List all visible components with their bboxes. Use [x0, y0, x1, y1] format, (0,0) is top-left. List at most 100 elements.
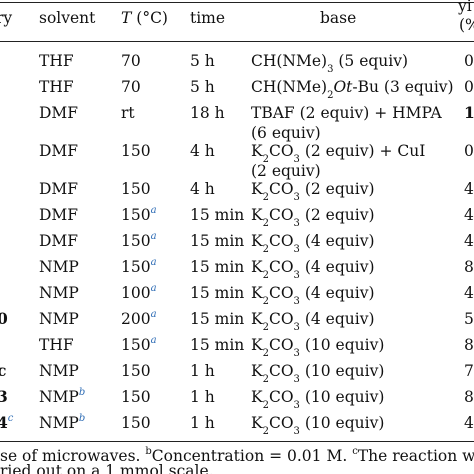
base-subscript: 2	[327, 90, 334, 102]
temperature-footnote-mark: a	[150, 230, 157, 242]
temperature-text: 100	[121, 284, 151, 302]
base-text-tail-2: (2 equiv)	[299, 180, 375, 198]
yield-cell: 5	[464, 310, 474, 328]
temperature-text: 150	[121, 388, 151, 406]
base-text: K	[251, 388, 263, 406]
base-subscript: 2	[262, 400, 269, 412]
temperature-cell: 150a	[121, 335, 157, 355]
base-subscript: 2	[262, 244, 269, 256]
time-cell: 1 h	[190, 388, 215, 406]
header-time: time	[190, 9, 226, 27]
table-row: DMF 150a 15 min K2CO3 (4 equiv) 4	[0, 231, 474, 257]
yield-cell: 0	[464, 52, 474, 70]
base-text-tail: CO	[268, 180, 294, 198]
footnote-b-text: Concentration = 0.01 M.	[151, 447, 353, 465]
base-subscript-2: 3	[293, 154, 300, 166]
time-cell: 15 min	[190, 206, 245, 224]
solvent-cell: DMF	[39, 141, 78, 161]
temperature-cell: 150	[121, 141, 151, 161]
solvent-text: THF	[39, 78, 74, 96]
base-cell: K2CO3 (4 equiv)	[251, 231, 375, 255]
base-text: K	[251, 180, 263, 198]
base-subscript: 2	[262, 270, 269, 282]
temperature-text: 150	[121, 336, 151, 354]
base-text-tail-2: (4 equiv)	[299, 310, 375, 328]
base-text-tail: CO	[268, 232, 294, 250]
table-row: DMF 150a 15 min K2CO3 (2 equiv) 4	[0, 205, 474, 231]
temperature-cell: 150	[121, 387, 151, 407]
footnote-line-2: ried out on a 1 mmol scale.	[0, 462, 214, 474]
time-cell: 15 min	[190, 310, 245, 328]
base-text-tail: CO	[268, 142, 294, 160]
time-cell: 5 h	[190, 52, 215, 70]
footnote-b-mark: b	[145, 445, 152, 457]
bottom-rule	[0, 441, 474, 443]
base-text-tail: CO	[268, 388, 294, 406]
solvent-text: THF	[39, 336, 74, 354]
yield-cell: 4	[464, 206, 474, 224]
table-row: NMP 150a 15 min K2CO3 (4 equiv) 8	[0, 257, 474, 283]
base-text: K	[251, 232, 263, 250]
header-rule	[0, 41, 474, 42]
solvent-text: NMP	[39, 284, 79, 302]
solvent-cell: DMF	[39, 231, 78, 251]
solvent-text: DMF	[39, 104, 79, 122]
solvent-cell: NMP	[39, 283, 79, 303]
base-text-tail: CO	[268, 310, 294, 328]
base-italic: Ot	[333, 78, 353, 96]
base-text: K	[251, 258, 263, 276]
yield-cell: 8	[464, 388, 474, 406]
yield-cell: 4	[464, 414, 474, 432]
base-text-tail: CO	[268, 414, 294, 432]
base-text-tail: CO	[268, 362, 294, 380]
base-subscript-2: 3	[293, 400, 300, 412]
base-text: K	[251, 310, 263, 328]
base-subscript-2: 3	[293, 322, 300, 334]
solvent-text: NMP	[39, 414, 79, 432]
base-cell: K2CO3 (4 equiv)	[251, 309, 375, 333]
base-subscript-2: 3	[293, 244, 300, 256]
solvent-cell: THF	[39, 77, 74, 97]
base-text-tail-2: (10 equiv)	[299, 388, 385, 406]
solvent-cell: NMP	[39, 361, 79, 381]
base-subscript-2: 3	[293, 426, 300, 438]
base-text-tail-2: (4 equiv)	[299, 258, 375, 276]
base-cell: K2CO3 (10 equiv)	[251, 361, 384, 385]
temperature-cell: 150	[121, 179, 151, 199]
temperature-cell: 100a	[121, 283, 157, 303]
table-row: 4c NMPb 150 1 h K2CO3 (10 equiv) 4	[0, 413, 474, 439]
temperature-cell: rt	[121, 103, 135, 123]
solvent-cell: DMF	[39, 103, 78, 123]
solvent-text: NMP	[39, 310, 79, 328]
solvent-text: DMF	[39, 142, 79, 160]
solvent-text: NMP	[39, 258, 79, 276]
table-row: DMF rt 18 h TBAF (2 equiv) + HMPA (6 equiv) 1	[0, 103, 474, 142]
time-cell: 15 min	[190, 258, 245, 276]
base-text-tail-2: (10 equiv)	[299, 336, 385, 354]
entry-cell: 3	[0, 387, 8, 406]
top-rule	[0, 2, 474, 4]
base-subscript: 2	[262, 322, 269, 334]
yield-cell: 1	[464, 103, 474, 122]
base-cell: K2CO3 (2 equiv)	[251, 205, 375, 229]
header-yield-bottom: (%	[459, 16, 474, 34]
base-text-tail: CO	[268, 206, 294, 224]
base-text-tail-2: (2 equiv) + CuI	[299, 142, 426, 160]
entry-cell: 4c	[0, 412, 14, 432]
solvent-cell: NMP	[39, 257, 79, 277]
base-cell: K2CO3 (2 equiv)	[251, 179, 375, 203]
base-text-tail: CO	[268, 258, 294, 276]
header-yield-top: yi	[458, 0, 472, 15]
base-cell: K2CO3 (10 equiv)	[251, 413, 384, 437]
yield-cell: 4	[464, 232, 474, 250]
table-row: NMP 100a 15 min K2CO3 (4 equiv) 4	[0, 283, 474, 309]
time-cell: 1 h	[190, 414, 215, 432]
solvent-cell: THF	[39, 51, 74, 71]
header-solvent: solvent	[39, 9, 96, 27]
table-row: 3 NMPb 150 1 h K2CO3 (10 equiv) 8	[0, 387, 474, 413]
header-temp-symbol: T	[121, 9, 132, 27]
table-row: DMF 150 4 h K2CO3 (2 equiv) + CuI (2 equiv) 0	[0, 141, 474, 180]
base-cell: K2CO3 (10 equiv)	[251, 387, 385, 411]
temperature-cell: 150a	[121, 257, 157, 277]
